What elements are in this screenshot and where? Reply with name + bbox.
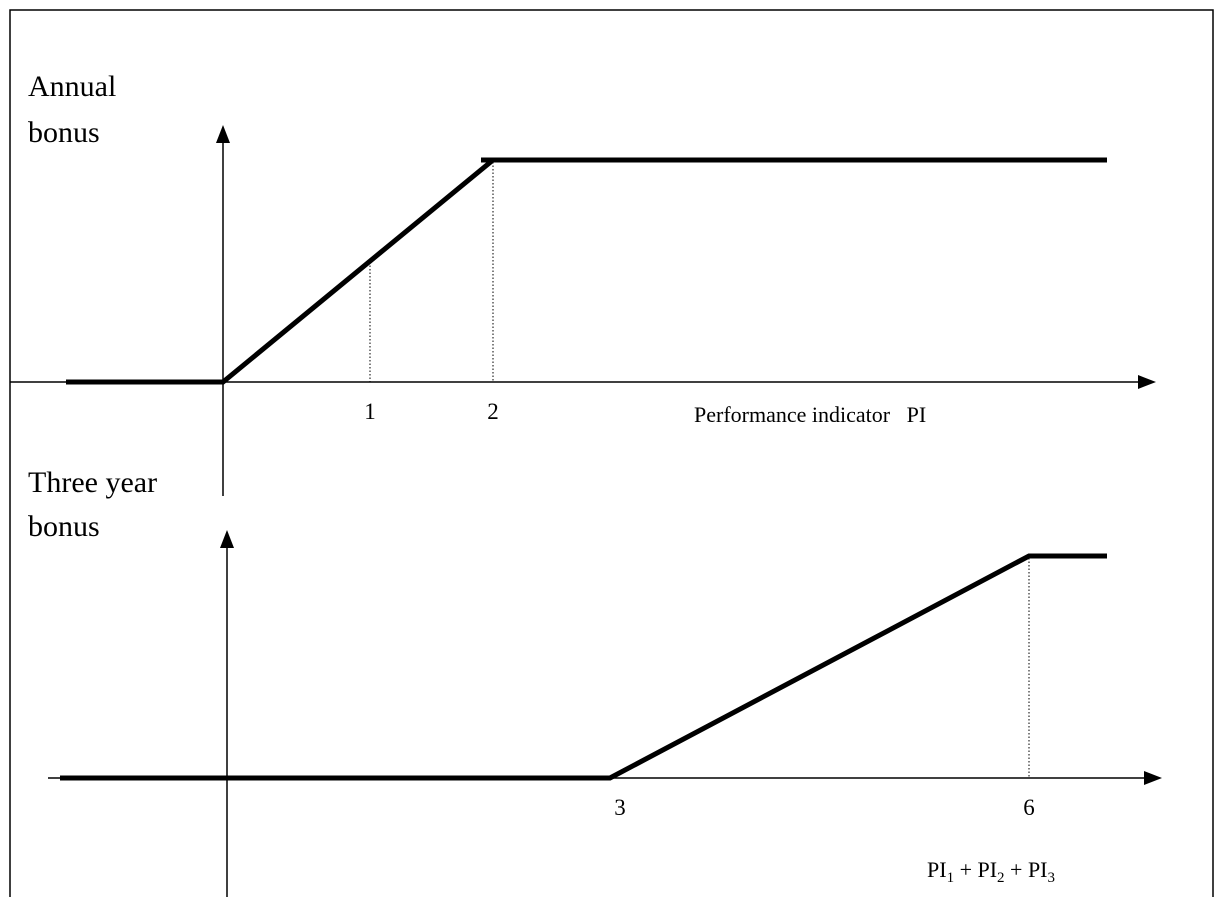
three-year-tick-3: 3 — [614, 795, 626, 820]
three-year-tick-6: 6 — [1023, 795, 1035, 820]
three-year-xlabel: PI1 + PI2 + PI3 — [927, 857, 1055, 886]
three-year-ylabel-line1: Three year — [28, 466, 157, 499]
annual-xlabel: Performance indicator PI — [694, 402, 926, 427]
annual-bonus-curve — [66, 157, 1107, 385]
xlabel-pi-a: PI — [927, 857, 947, 882]
annual-bonus-panel: Annual bonus 1 2 Performance indicator P… — [10, 70, 1156, 496]
three-year-bonus-curve — [60, 553, 1107, 781]
annual-x-axis-arrowhead — [1138, 375, 1156, 389]
xlabel-pi-b: + PI — [954, 857, 997, 882]
annual-ylabel-line1: Annual — [28, 70, 116, 103]
annual-tick-2: 2 — [487, 399, 499, 424]
xlabel-pi-c: + PI — [1005, 857, 1048, 882]
three-year-y-axis-arrowhead — [220, 530, 234, 548]
annual-tick-1: 1 — [364, 399, 376, 424]
figure-frame — [9, 9, 1214, 897]
three-year-bonus-panel: Three year bonus 3 6 PI1 + PI2 + PI3 — [28, 466, 1162, 897]
three-year-ylabel-line2: bonus — [28, 510, 100, 543]
three-year-x-axis-arrowhead — [1144, 771, 1162, 785]
annual-y-axis-arrowhead — [216, 125, 230, 143]
annual-ylabel-line2: bonus — [28, 116, 100, 149]
xlabel-sub-2: 2 — [997, 870, 1005, 886]
xlabel-sub-1: 1 — [947, 870, 955, 886]
xlabel-sub-3: 3 — [1048, 870, 1056, 886]
